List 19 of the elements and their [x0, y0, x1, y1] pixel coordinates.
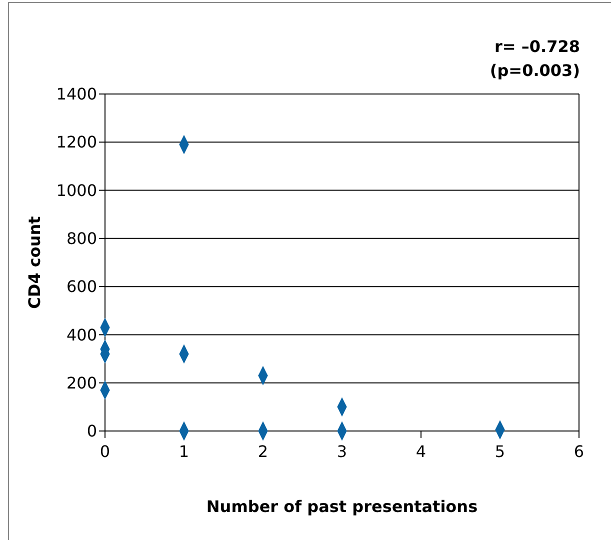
x-tick-label: 4 [416, 442, 426, 461]
y-tick-label: 200 [66, 373, 97, 392]
y-tick-label: 1400 [56, 84, 97, 104]
y-axis-title: CD4 count [25, 216, 44, 309]
y-tick-label: 1000 [56, 180, 97, 200]
x-axis-title: Number of past presentations [206, 497, 478, 516]
x-tick-label: 0 [100, 442, 110, 461]
y-tick-label: 400 [66, 325, 97, 344]
y-tick-label: 800 [66, 229, 97, 248]
y-tick-label: 600 [66, 277, 97, 296]
y-tick-label: 0 [86, 422, 97, 441]
y-tick-label: 1200 [56, 132, 97, 152]
x-tick-label: 3 [336, 442, 348, 461]
text: r= –0.728 [494, 37, 580, 56]
x-tick-label: 2 [258, 442, 268, 461]
x-tick-label: 6 [574, 442, 584, 461]
text: (p=0.003) [490, 61, 580, 80]
x-tick-label: 1 [178, 442, 190, 461]
x-tick-label: 5 [494, 442, 506, 461]
